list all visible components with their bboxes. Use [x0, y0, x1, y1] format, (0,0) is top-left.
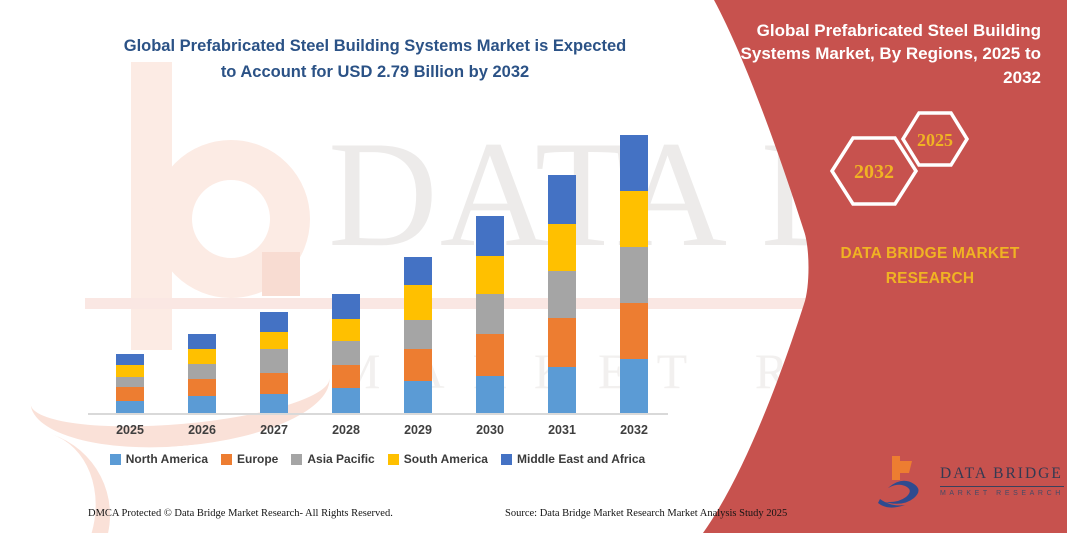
- bar-segment-asia-pacific-2032: [620, 247, 648, 303]
- bar-segment-asia-pacific-2031: [548, 271, 576, 318]
- bar-segment-south-america-2031: [548, 224, 576, 271]
- bar-segment-europe-2025: [116, 387, 144, 401]
- legend-label-middle-east-and-africa: Middle East and Africa: [516, 452, 646, 466]
- x-axis-label-2028: 2028: [332, 423, 360, 437]
- data-bridge-logo-icon: [878, 456, 919, 508]
- bar-segment-asia-pacific-2026: [188, 364, 216, 379]
- x-axis-line: [88, 413, 668, 415]
- legend-label-europe: Europe: [237, 452, 279, 466]
- bar-segment-asia-pacific-2028: [332, 341, 360, 365]
- chart-title-line1: Global Prefabricated Steel Building Syst…: [123, 37, 627, 55]
- hexagon-2032-label: 2032: [854, 161, 894, 183]
- bar-segment-middle-east-and-africa-2032: [620, 135, 648, 191]
- brand-wordmark: DATA BRIDGE MARKET RESEARCH: [840, 245, 1020, 288]
- bar-segment-north-america-2029: [404, 381, 432, 414]
- legend-label-north-america: North America: [125, 452, 209, 466]
- bar-segment-europe-2032: [620, 303, 648, 359]
- bar-segment-north-america-2030: [476, 376, 504, 414]
- bar-segment-asia-pacific-2029: [404, 320, 432, 349]
- bar-segment-north-america-2026: [188, 396, 216, 414]
- x-axis-label-2025: 2025: [116, 423, 144, 437]
- bar-segment-north-america-2025: [116, 401, 144, 414]
- bar-segment-middle-east-and-africa-2030: [476, 216, 504, 256]
- bar-segment-asia-pacific-2030: [476, 294, 504, 334]
- bar-segment-europe-2026: [188, 379, 216, 396]
- side-panel-title: Global Prefabricated Steel Building Syst…: [740, 21, 1041, 87]
- stacked-bar-2030: [476, 216, 504, 414]
- x-axis-label-2026: 2026: [188, 423, 216, 437]
- bar-segment-middle-east-and-africa-2029: [404, 257, 432, 285]
- bar-segment-middle-east-and-africa-2028: [332, 294, 360, 319]
- bar-segment-north-america-2028: [332, 388, 360, 414]
- side-panel-background: [703, 0, 1067, 533]
- bar-segment-asia-pacific-2027: [260, 349, 288, 373]
- legend-item-asia-pacific: Asia Pacific: [291, 452, 375, 466]
- legend-swatch-south-america: [387, 453, 399, 465]
- legend-label-south-america: South America: [403, 452, 488, 466]
- bar-segment-middle-east-and-africa-2026: [188, 334, 216, 349]
- bar-segment-europe-2031: [548, 318, 576, 367]
- stacked-bar-2032: [620, 135, 648, 414]
- hexagon-2025: [900, 111, 970, 167]
- stacked-bar-2031: [548, 175, 576, 414]
- bar-segment-middle-east-and-africa-2031: [548, 175, 576, 224]
- hexagon-2025-label: 2025: [917, 130, 953, 150]
- legend-swatch-europe: [221, 453, 233, 465]
- footer-source: Source: Data Bridge Market Research Mark…: [505, 508, 788, 519]
- stacked-bar-2026: [188, 334, 216, 414]
- company-logo: DATA BRIDGE MARKET RESEARCH: [876, 454, 1064, 508]
- logo-subtitle-text: MARKET RESEARCH: [940, 489, 1064, 497]
- logo-title-text: DATA BRIDGE: [940, 465, 1064, 487]
- bar-segment-north-america-2027: [260, 394, 288, 414]
- legend-item-middle-east-and-africa: Middle East and Africa: [500, 452, 646, 466]
- stacked-bar-2029: [404, 257, 432, 414]
- bar-segment-europe-2027: [260, 373, 288, 394]
- bar-segment-north-america-2032: [620, 359, 648, 414]
- x-axis-label-2027: 2027: [260, 423, 288, 437]
- bar-segment-south-america-2032: [620, 191, 648, 247]
- bar-segment-south-america-2030: [476, 256, 504, 294]
- chart-title-line2: to Account for USD 2.79 Billion by 2032: [220, 62, 530, 81]
- bar-segment-south-america-2026: [188, 349, 216, 364]
- legend-label-asia-pacific: Asia Pacific: [307, 452, 375, 466]
- bar-segment-south-america-2027: [260, 332, 288, 349]
- bar-segment-asia-pacific-2025: [116, 377, 144, 387]
- legend-item-north-america: North America: [109, 452, 209, 466]
- x-axis-label-2029: 2029: [404, 423, 432, 437]
- x-axis-label-2032: 2032: [620, 423, 648, 437]
- bar-segment-north-america-2031: [548, 367, 576, 414]
- bar-segment-south-america-2028: [332, 319, 360, 341]
- stacked-bar-2025: [116, 354, 144, 414]
- chart-legend: North America Europe Asia Pacific South Ame…: [85, 452, 670, 466]
- legend-swatch-middle-east-and-africa: [500, 453, 512, 465]
- bar-segment-middle-east-and-africa-2027: [260, 312, 288, 332]
- chart-title: Global Prefabricated Steel Building Syst…: [85, 34, 665, 85]
- legend-item-europe: Europe: [221, 452, 278, 466]
- footer-copyright: DMCA Protected © Data Bridge Market Rese…: [88, 508, 393, 519]
- legend-swatch-asia-pacific: [291, 453, 303, 465]
- bar-segment-south-america-2025: [116, 365, 144, 377]
- bar-segment-europe-2030: [476, 334, 504, 376]
- bar-segment-middle-east-and-africa-2025: [116, 354, 144, 365]
- legend-item-south-america: South America: [387, 452, 488, 466]
- hexagon-2032: [829, 136, 919, 206]
- x-axis-label-2030: 2030: [476, 423, 504, 437]
- x-axis-label-2031: 2031: [548, 423, 576, 437]
- stacked-bar-2027: [260, 312, 288, 414]
- bar-segment-europe-2029: [404, 349, 432, 381]
- bar-segment-europe-2028: [332, 365, 360, 388]
- bar-segment-south-america-2029: [404, 285, 432, 320]
- stacked-bar-2028: [332, 294, 360, 414]
- hexagon-badges: 2032 2025: [829, 111, 970, 206]
- legend-swatch-north-america: [109, 453, 121, 465]
